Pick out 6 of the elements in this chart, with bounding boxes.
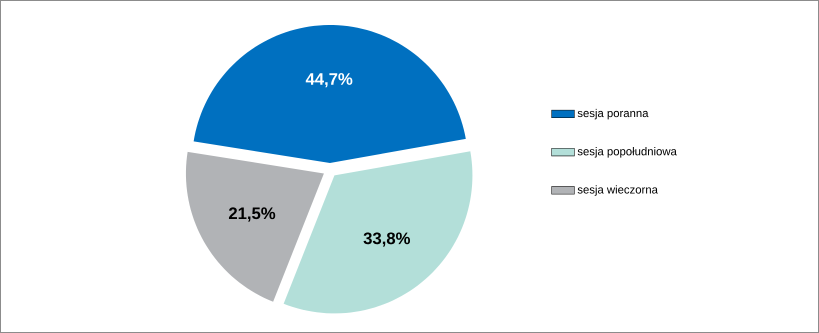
legend-label: sesja popołudniowa	[578, 147, 677, 158]
legend-label: sesja poranna	[578, 108, 648, 120]
data-label: 44,7%	[306, 73, 352, 88]
legend-label: sesja wieczorna	[578, 185, 658, 196]
data-label: 33,8%	[364, 232, 410, 247]
data-label: 21,5%	[228, 207, 276, 222]
